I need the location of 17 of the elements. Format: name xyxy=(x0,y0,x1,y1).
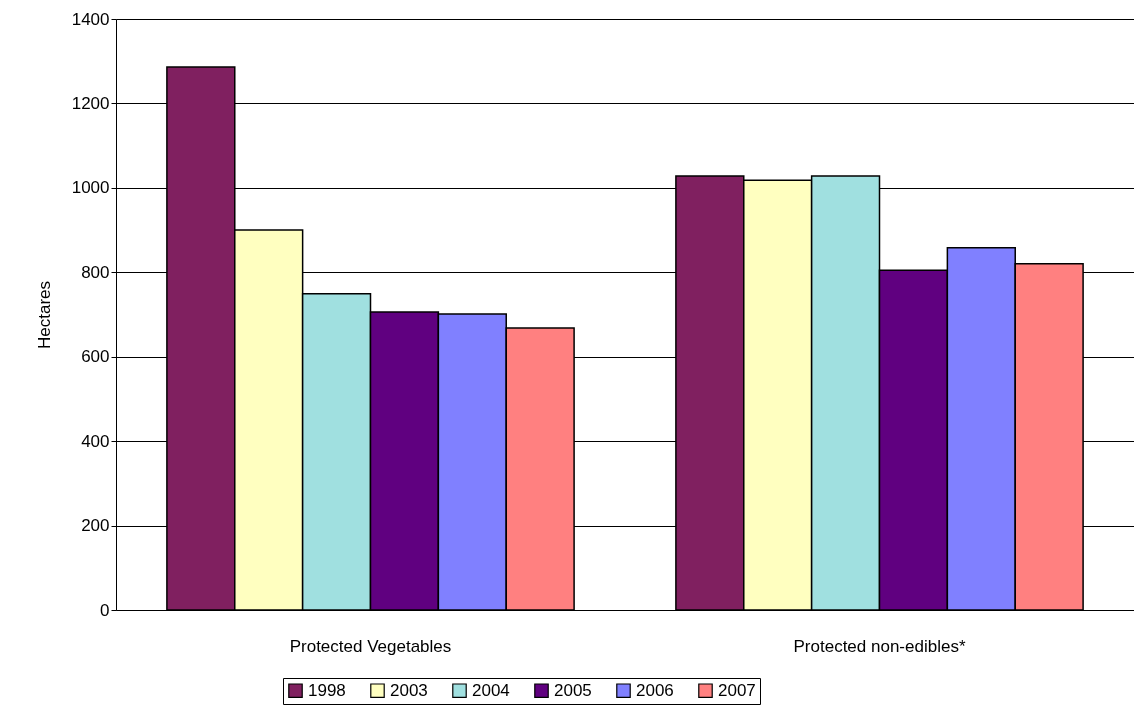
y-tick-label: 600 xyxy=(81,347,110,367)
x-tick-label: Protected Vegetables xyxy=(289,636,452,656)
legend-label: 2006 xyxy=(636,680,674,700)
legend-label: 2007 xyxy=(718,680,756,700)
y-tick-label: 800 xyxy=(81,262,110,282)
x-tick-label: Protected non-edibles* xyxy=(793,636,966,656)
legend-label: 1998 xyxy=(308,680,346,700)
y-tick-label: 1000 xyxy=(71,178,110,198)
legend-label: 2003 xyxy=(390,680,428,700)
y-axis-title: Hectares xyxy=(34,280,54,350)
y-tick-label: 1200 xyxy=(71,93,110,113)
y-tick-label: 0 xyxy=(100,600,110,620)
y-tick-label: 1400 xyxy=(71,9,110,29)
y-tick-label: 400 xyxy=(81,431,110,451)
y-tick-label: 200 xyxy=(81,516,110,536)
legend-label: 2004 xyxy=(472,680,510,700)
legend-label: 2005 xyxy=(554,680,592,700)
